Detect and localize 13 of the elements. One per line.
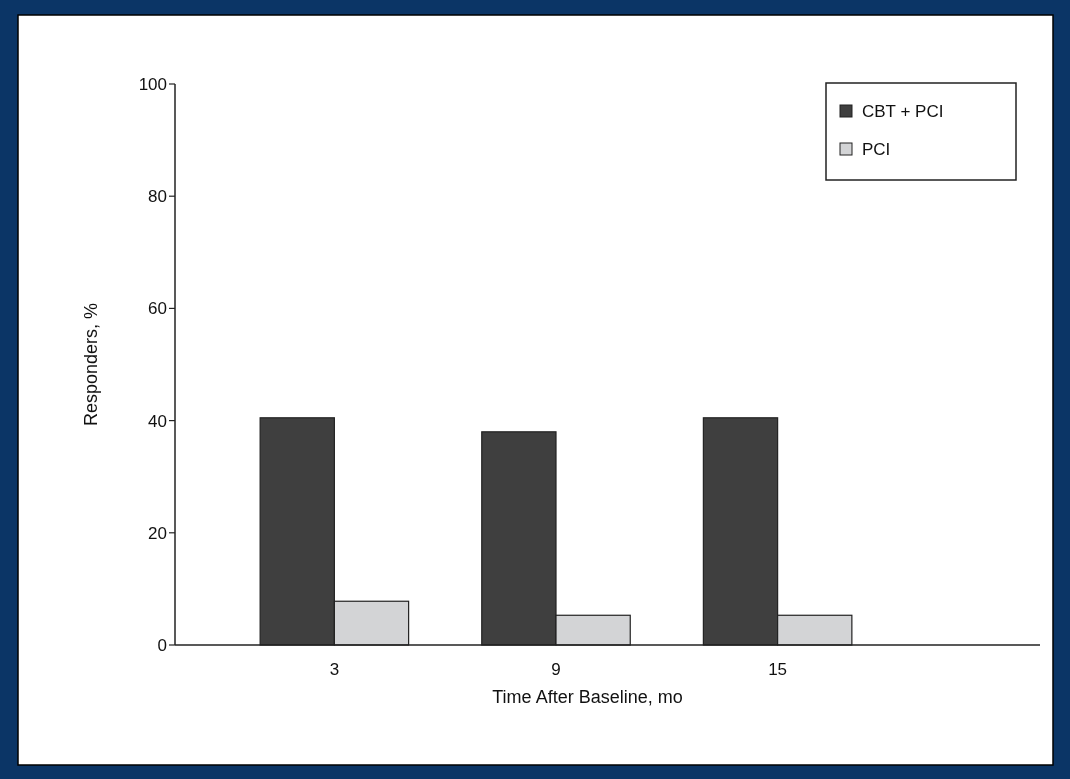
y-axis-title: Responders, % (81, 302, 101, 427)
y-tick-label: 60 (148, 299, 167, 319)
x-tick-label: 15 (768, 660, 788, 679)
x-tick-label: 3 (329, 660, 340, 679)
y-tick-label: 0 (157, 635, 167, 655)
x-tick-label: 9 (551, 660, 561, 679)
y-tick-label: 20 (148, 523, 167, 543)
y-tick-label: 40 (148, 411, 167, 431)
legend-label: PCI (862, 139, 891, 159)
y-tick-label: 80 (148, 187, 167, 207)
y-tick-label: 100 (138, 74, 167, 94)
legend-label: CBT + PCI (862, 101, 944, 121)
x-axis-title: Time After Baseline, mo (492, 687, 683, 707)
